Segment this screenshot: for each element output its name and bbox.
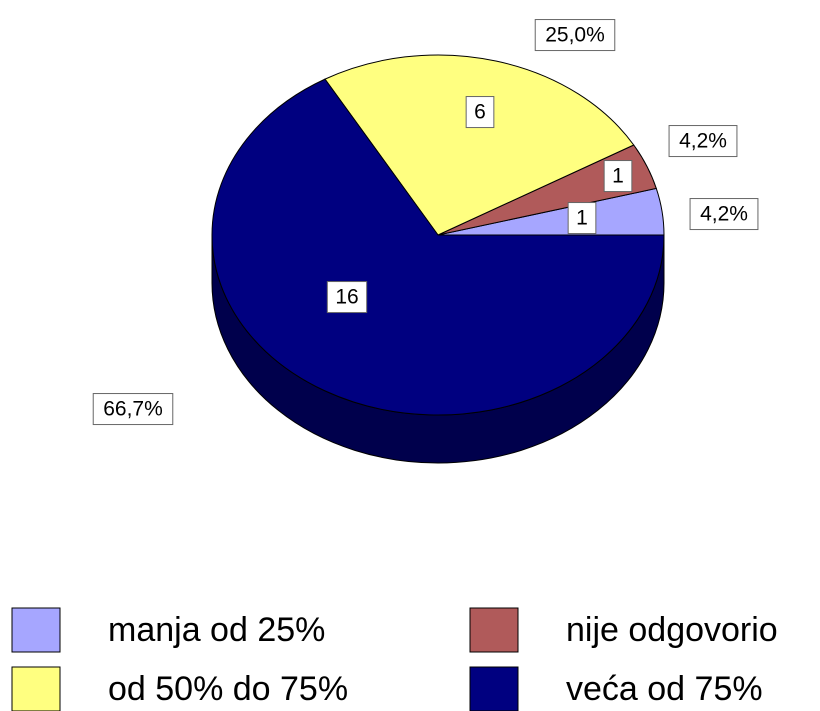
percent-label: 25,0% xyxy=(545,24,605,47)
legend-label: veća od 75% xyxy=(566,670,763,708)
slice xyxy=(211,78,665,416)
value-label-box xyxy=(603,160,633,193)
value-label: 6 xyxy=(474,101,486,124)
value-label: 1 xyxy=(612,165,624,188)
percent-label: 4,2% xyxy=(700,203,748,226)
slice xyxy=(324,54,635,236)
legend-swatch xyxy=(469,607,519,653)
value-label-box xyxy=(465,96,495,129)
value-label-box xyxy=(326,281,368,314)
value-label: 16 xyxy=(335,286,358,309)
legend-swatch xyxy=(11,607,61,653)
percent-label-box xyxy=(92,393,174,426)
percent-label-box xyxy=(534,19,616,52)
legend-label: manja od 25% xyxy=(108,611,325,649)
value-label: 1 xyxy=(576,207,588,230)
legend-swatch xyxy=(11,666,61,711)
percent-label-box xyxy=(689,198,759,231)
value-label-box xyxy=(567,202,597,235)
legend-swatch xyxy=(469,666,519,711)
legend-label: nije odgovorio xyxy=(566,611,778,649)
legend-label: od 50% do 75% xyxy=(108,670,348,708)
percent-label-box xyxy=(668,125,738,158)
percent-label: 4,2% xyxy=(679,130,727,153)
percent-label: 66,7% xyxy=(103,398,163,421)
